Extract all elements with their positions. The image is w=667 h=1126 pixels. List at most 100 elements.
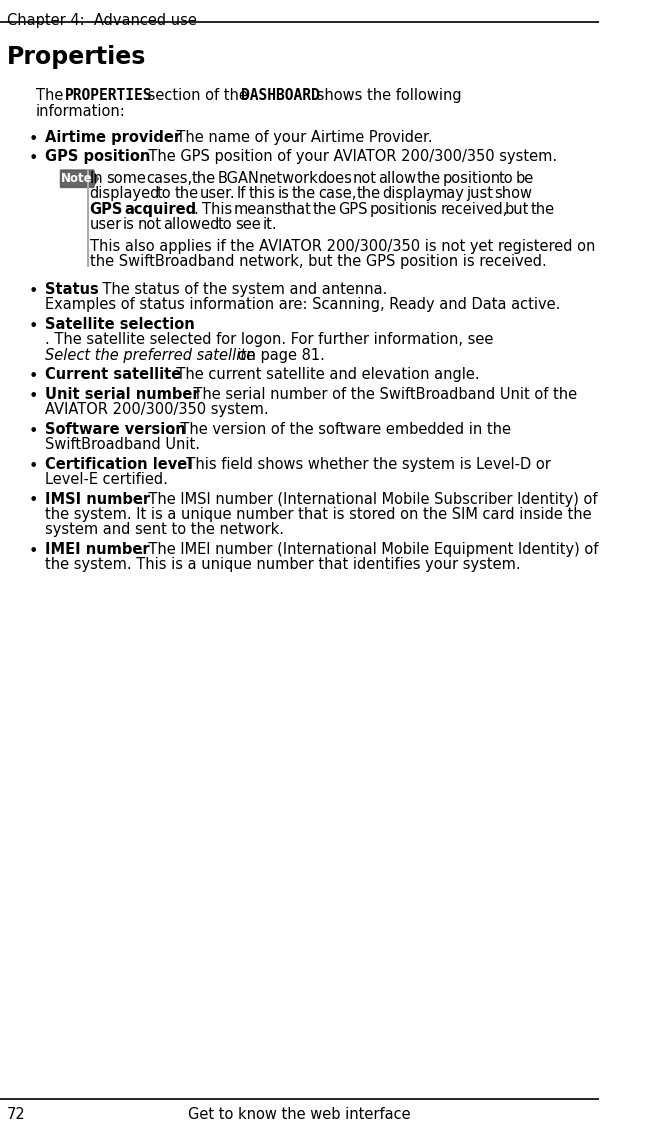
FancyBboxPatch shape — [60, 170, 94, 188]
Text: Examples of status information are: Scanning, Ready and Data active.: Examples of status information are: Scan… — [45, 297, 560, 312]
Text: . The status of the system and antenna.: . The status of the system and antenna. — [93, 282, 388, 297]
Text: •: • — [29, 284, 38, 298]
Text: may: may — [433, 186, 465, 202]
Text: it.: it. — [263, 217, 277, 232]
Text: to: to — [157, 186, 171, 202]
Text: Select the preferred satellite: Select the preferred satellite — [45, 348, 255, 363]
Text: position: position — [369, 202, 428, 217]
Text: not: not — [137, 217, 161, 232]
Text: IMSI number: IMSI number — [45, 492, 150, 507]
Text: 72: 72 — [7, 1107, 26, 1121]
Text: but: but — [505, 202, 529, 217]
Text: user: user — [90, 217, 122, 232]
Text: •: • — [29, 493, 38, 509]
Text: means: means — [233, 202, 283, 217]
Text: DASHBOARD: DASHBOARD — [241, 88, 320, 102]
Text: •: • — [29, 151, 38, 167]
Text: . This field shows whether the system is Level-D or: . This field shows whether the system is… — [177, 456, 551, 472]
Text: the SwiftBroadband network, but the GPS position is received.: the SwiftBroadband network, but the GPS … — [90, 254, 546, 269]
Text: the: the — [292, 186, 316, 202]
Text: . The IMEI number (International Mobile Equipment Identity) of: . The IMEI number (International Mobile … — [139, 542, 598, 557]
Text: acquired: acquired — [124, 202, 196, 217]
Text: AVIATOR 200/300/350 system.: AVIATOR 200/300/350 system. — [45, 402, 269, 417]
Text: BGAN: BGAN — [217, 171, 259, 186]
Text: show: show — [494, 186, 532, 202]
Text: Chapter 4:  Advanced use: Chapter 4: Advanced use — [7, 14, 197, 28]
Text: . The IMSI number (International Mobile Subscriber Identity) of: . The IMSI number (International Mobile … — [139, 492, 598, 507]
Polygon shape — [61, 171, 99, 187]
Text: user.: user. — [200, 186, 235, 202]
Text: displayed: displayed — [90, 186, 160, 202]
Text: to: to — [218, 217, 233, 232]
Text: see: see — [235, 217, 261, 232]
Text: the system. It is a unique number that is stored on the SIM card inside the: the system. It is a unique number that i… — [45, 507, 592, 522]
Text: . The version of the software embedded in the: . The version of the software embedded i… — [171, 421, 511, 437]
Text: the: the — [416, 171, 440, 186]
Text: GPS: GPS — [90, 202, 123, 217]
Text: Level-E certified.: Level-E certified. — [45, 472, 167, 488]
Text: •: • — [29, 458, 38, 474]
Text: the: the — [191, 171, 215, 186]
Text: •: • — [29, 544, 38, 558]
Text: This: This — [202, 202, 232, 217]
Text: on page 81.: on page 81. — [233, 348, 325, 363]
Text: IMEI number: IMEI number — [45, 542, 149, 557]
Text: Airtime provider: Airtime provider — [45, 129, 181, 145]
Text: . The name of your Airtime Provider.: . The name of your Airtime Provider. — [167, 129, 432, 145]
Text: system and sent to the network.: system and sent to the network. — [45, 522, 284, 537]
Text: Satellite selection: Satellite selection — [45, 316, 195, 332]
Text: •: • — [29, 369, 38, 384]
Text: shows the following: shows the following — [312, 88, 462, 102]
Text: the: the — [531, 202, 555, 217]
Text: to: to — [498, 171, 513, 186]
Text: this: this — [249, 186, 275, 202]
Text: •: • — [29, 423, 38, 438]
Text: the: the — [313, 202, 337, 217]
Text: Properties: Properties — [7, 45, 147, 69]
Text: allow: allow — [378, 171, 416, 186]
Text: . The satellite selected for logon. For further information, see: . The satellite selected for logon. For … — [45, 332, 498, 347]
Text: If: If — [236, 186, 245, 202]
Text: .: . — [193, 202, 198, 217]
Text: GPS position: GPS position — [45, 150, 150, 164]
Text: GPS: GPS — [339, 202, 368, 217]
Text: does: does — [317, 171, 352, 186]
Text: . The GPS position of your AVIATOR 200/300/350 system.: . The GPS position of your AVIATOR 200/3… — [139, 150, 558, 164]
Text: be: be — [516, 171, 534, 186]
Text: some: some — [106, 171, 146, 186]
Text: Status: Status — [45, 282, 99, 297]
Text: •: • — [29, 388, 38, 403]
Text: just: just — [466, 186, 493, 202]
Text: section of the: section of the — [143, 88, 253, 102]
Text: that: that — [281, 202, 311, 217]
Text: Software version: Software version — [45, 421, 185, 437]
Text: In: In — [90, 171, 103, 186]
Text: not: not — [352, 171, 376, 186]
Text: display: display — [382, 186, 434, 202]
Text: the: the — [174, 186, 199, 202]
Text: Unit serial number: Unit serial number — [45, 386, 199, 402]
Text: . The serial number of the SwiftBroadband Unit of the: . The serial number of the SwiftBroadban… — [183, 386, 577, 402]
Text: The: The — [36, 88, 68, 102]
Text: Note: Note — [61, 172, 93, 186]
Text: •: • — [29, 132, 38, 146]
Text: is: is — [426, 202, 438, 217]
Text: cases,: cases, — [146, 171, 192, 186]
Text: PROPERTIES: PROPERTIES — [65, 88, 152, 102]
Text: is: is — [277, 186, 289, 202]
Text: Certification level: Certification level — [45, 456, 192, 472]
Text: . The current satellite and elevation angle.: . The current satellite and elevation an… — [167, 367, 480, 382]
Text: network: network — [259, 171, 319, 186]
Text: This also applies if the AVIATOR 200/300/350 is not yet registered on: This also applies if the AVIATOR 200/300… — [90, 239, 595, 253]
Text: SwiftBroadband Unit.: SwiftBroadband Unit. — [45, 437, 200, 452]
Text: received,: received, — [440, 202, 508, 217]
Text: the system. This is a unique number that identifies your system.: the system. This is a unique number that… — [45, 557, 520, 572]
Text: allowed: allowed — [163, 217, 219, 232]
Text: the: the — [356, 186, 380, 202]
Text: case,: case, — [317, 186, 356, 202]
Text: Current satellite: Current satellite — [45, 367, 181, 382]
Text: •: • — [29, 319, 38, 333]
Text: is: is — [123, 217, 135, 232]
Text: information:: information: — [36, 104, 125, 119]
Text: Get to know the web interface: Get to know the web interface — [188, 1107, 411, 1121]
